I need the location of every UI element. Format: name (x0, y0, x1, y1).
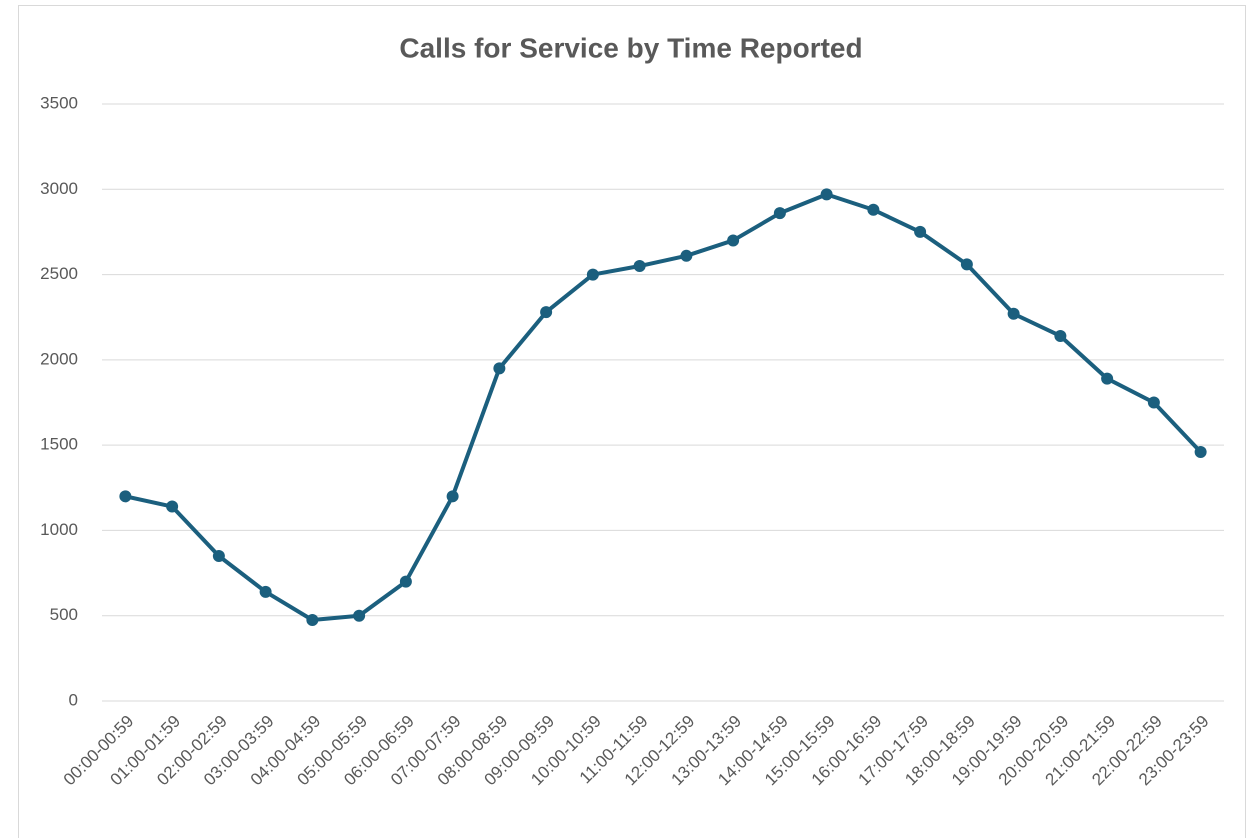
point (1194, 445, 1207, 458)
point (259, 585, 272, 598)
point (680, 249, 693, 262)
chart-title: Calls for Service by Time Reported (399, 32, 862, 63)
y-tick-label: 500 (50, 605, 78, 624)
point (820, 188, 833, 201)
y-tick-label: 3500 (40, 93, 78, 112)
y-tick-label: 0 (69, 690, 78, 709)
point (540, 306, 553, 319)
point (1054, 329, 1067, 342)
point (586, 268, 599, 281)
line (124, 192, 1203, 622)
chart-border (18, 5, 1246, 838)
point (446, 490, 459, 503)
point (914, 225, 927, 238)
point (1101, 372, 1114, 385)
point (119, 490, 132, 503)
point (1147, 396, 1160, 409)
point (493, 362, 506, 375)
point (212, 550, 225, 563)
point (166, 500, 179, 513)
point (353, 609, 366, 622)
y-tick-label: 1000 (40, 520, 78, 539)
y-tick-label: 3000 (40, 179, 78, 198)
point (633, 260, 646, 273)
y-tick-label: 2000 (40, 349, 78, 368)
point (773, 207, 786, 220)
point (867, 203, 880, 216)
y-tick-label: 2500 (40, 264, 78, 283)
y-tick-label: 1500 (40, 435, 78, 454)
point (1007, 307, 1020, 320)
point (727, 234, 740, 247)
point (306, 613, 319, 626)
point (399, 575, 412, 588)
point (960, 258, 973, 271)
